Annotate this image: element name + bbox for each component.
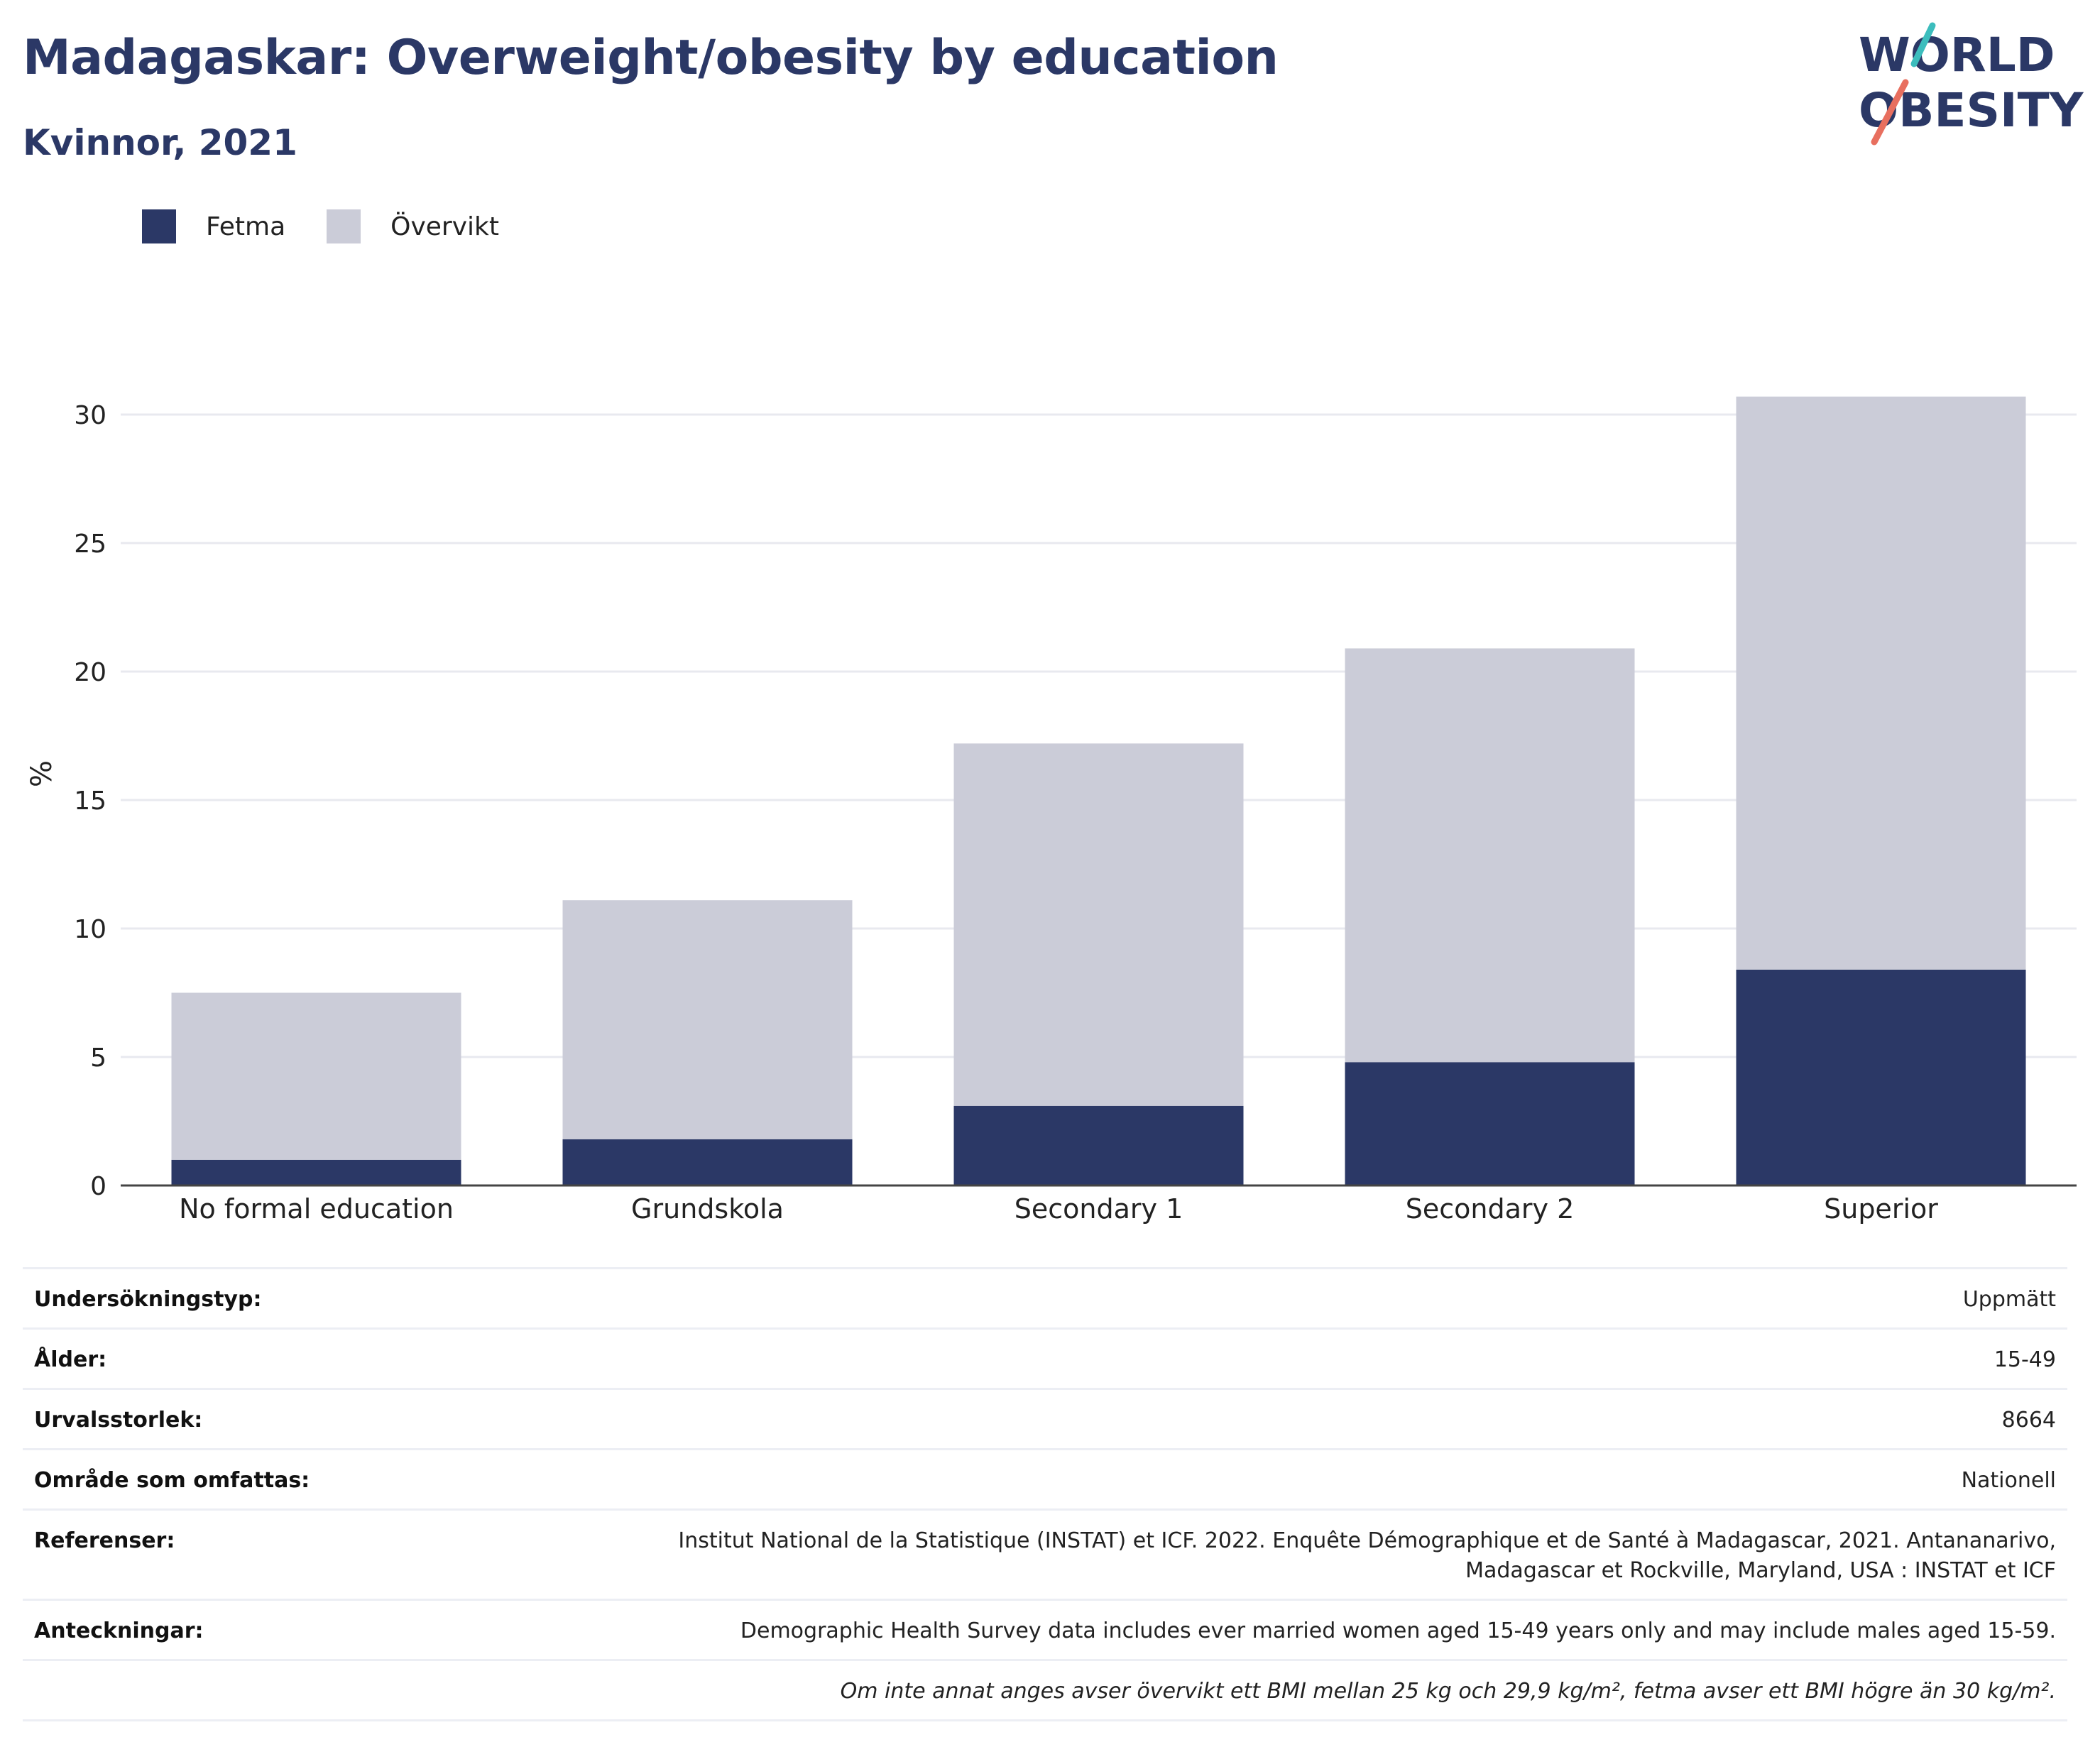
bar-fetma-3[interactable] <box>1345 1062 1635 1185</box>
info-key: Undersökningstyp: <box>23 1267 382 1329</box>
info-value: Uppmätt <box>381 1267 2067 1329</box>
world-obesity-logo: WORLD OBESITY <box>1859 22 2084 146</box>
reference-line-2: Madagascar et Rockville, Maryland, USA :… <box>1465 1558 2056 1583</box>
info-key: Anteckningar: <box>23 1599 382 1660</box>
y-tick-label-10: 10 <box>74 915 106 944</box>
bar-fetma-2[interactable] <box>953 1105 1244 1185</box>
legend-label-fetma: Fetma <box>206 212 286 241</box>
info-value: 15-49 <box>381 1327 2067 1389</box>
page-title: Madagaskar: Overweight/obesity by educat… <box>23 30 1279 86</box>
legend-item-overvikt[interactable]: Övervikt <box>327 209 499 243</box>
stacked-bar-chart: 0 5 10 15 20 25 30 No formal education Grundskol… <box>26 396 2077 1225</box>
bar-overvikt-2[interactable] <box>953 743 1244 1106</box>
reference-line-1: Institut National de la Statistique (INS… <box>678 1528 2056 1553</box>
info-row-sample-size: Urvalsstorlek: 8664 <box>23 1388 2067 1450</box>
y-tick-label-15: 15 <box>74 787 106 816</box>
legend-item-fetma[interactable]: Fetma <box>142 209 285 243</box>
info-key-empty <box>23 1659 382 1721</box>
y-tick-label-0: 0 <box>90 1172 106 1201</box>
page-subtitle: Kvinnor, 2021 <box>23 122 297 163</box>
svg-text:WORLD: WORLD <box>1859 28 2055 82</box>
bar-overvikt-4[interactable] <box>1736 396 2026 970</box>
x-tick-label-0: No formal education <box>179 1193 454 1225</box>
info-row-references: Referenser: Institut National de la Stat… <box>23 1508 2067 1600</box>
info-row-age: Ålder: 15-49 <box>23 1327 2067 1389</box>
info-table: Undersökningstyp: Uppmätt Ålder: 15-49 U… <box>23 1267 2067 1721</box>
info-row-notes: Anteckningar: Demographic Health Survey … <box>23 1599 2067 1660</box>
y-tick-label-25: 25 <box>74 530 106 559</box>
info-value: 8664 <box>381 1388 2067 1450</box>
info-value: Demographic Health Survey data includes … <box>381 1599 2067 1660</box>
info-key: Urvalsstorlek: <box>23 1388 382 1450</box>
x-tick-label-4: Superior <box>1824 1193 1938 1225</box>
info-key: Område som omfattas: <box>23 1448 382 1510</box>
info-row-survey-type: Undersökningstyp: Uppmätt <box>23 1267 2067 1329</box>
info-row-coverage: Område som omfattas: Nationell <box>23 1448 2067 1510</box>
y-tick-label-20: 20 <box>74 658 106 687</box>
legend-swatch-fetma <box>142 209 176 243</box>
y-tick-label-30: 30 <box>74 401 106 430</box>
info-key: Ålder: <box>23 1327 382 1389</box>
info-value: Institut National de la Statistique (INS… <box>381 1508 2067 1600</box>
bar-overvikt-3[interactable] <box>1345 648 1635 1063</box>
bar-layer <box>171 396 2026 1185</box>
info-value: Nationell <box>381 1448 2067 1510</box>
definition-note: Om inte annat anges avser övervikt ett B… <box>381 1659 2067 1721</box>
info-key: Referenser: <box>23 1508 382 1600</box>
bar-overvikt-0[interactable] <box>171 992 461 1160</box>
bar-fetma-1[interactable] <box>562 1139 853 1185</box>
x-tick-label-2: Secondary 1 <box>1015 1193 1183 1225</box>
legend-label-overvikt: Övervikt <box>390 212 499 241</box>
legend-swatch-overvikt <box>327 209 361 243</box>
axis-layer: 0 5 10 15 20 25 30 No formal education Grundskol… <box>74 401 2077 1225</box>
info-row-definition-note: Om inte annat anges avser övervikt ett B… <box>23 1659 2067 1721</box>
y-axis-title: % <box>26 760 58 787</box>
y-tick-label-5: 5 <box>90 1044 106 1073</box>
bar-fetma-0[interactable] <box>171 1159 461 1185</box>
bar-fetma-4[interactable] <box>1736 969 2026 1185</box>
x-tick-label-1: Grundskola <box>631 1193 784 1225</box>
bar-overvikt-1[interactable] <box>562 900 853 1139</box>
x-tick-label-3: Secondary 2 <box>1406 1193 1575 1225</box>
chart-legend: Fetma Övervikt <box>142 209 540 243</box>
svg-text:OBESITY: OBESITY <box>1859 83 2084 138</box>
